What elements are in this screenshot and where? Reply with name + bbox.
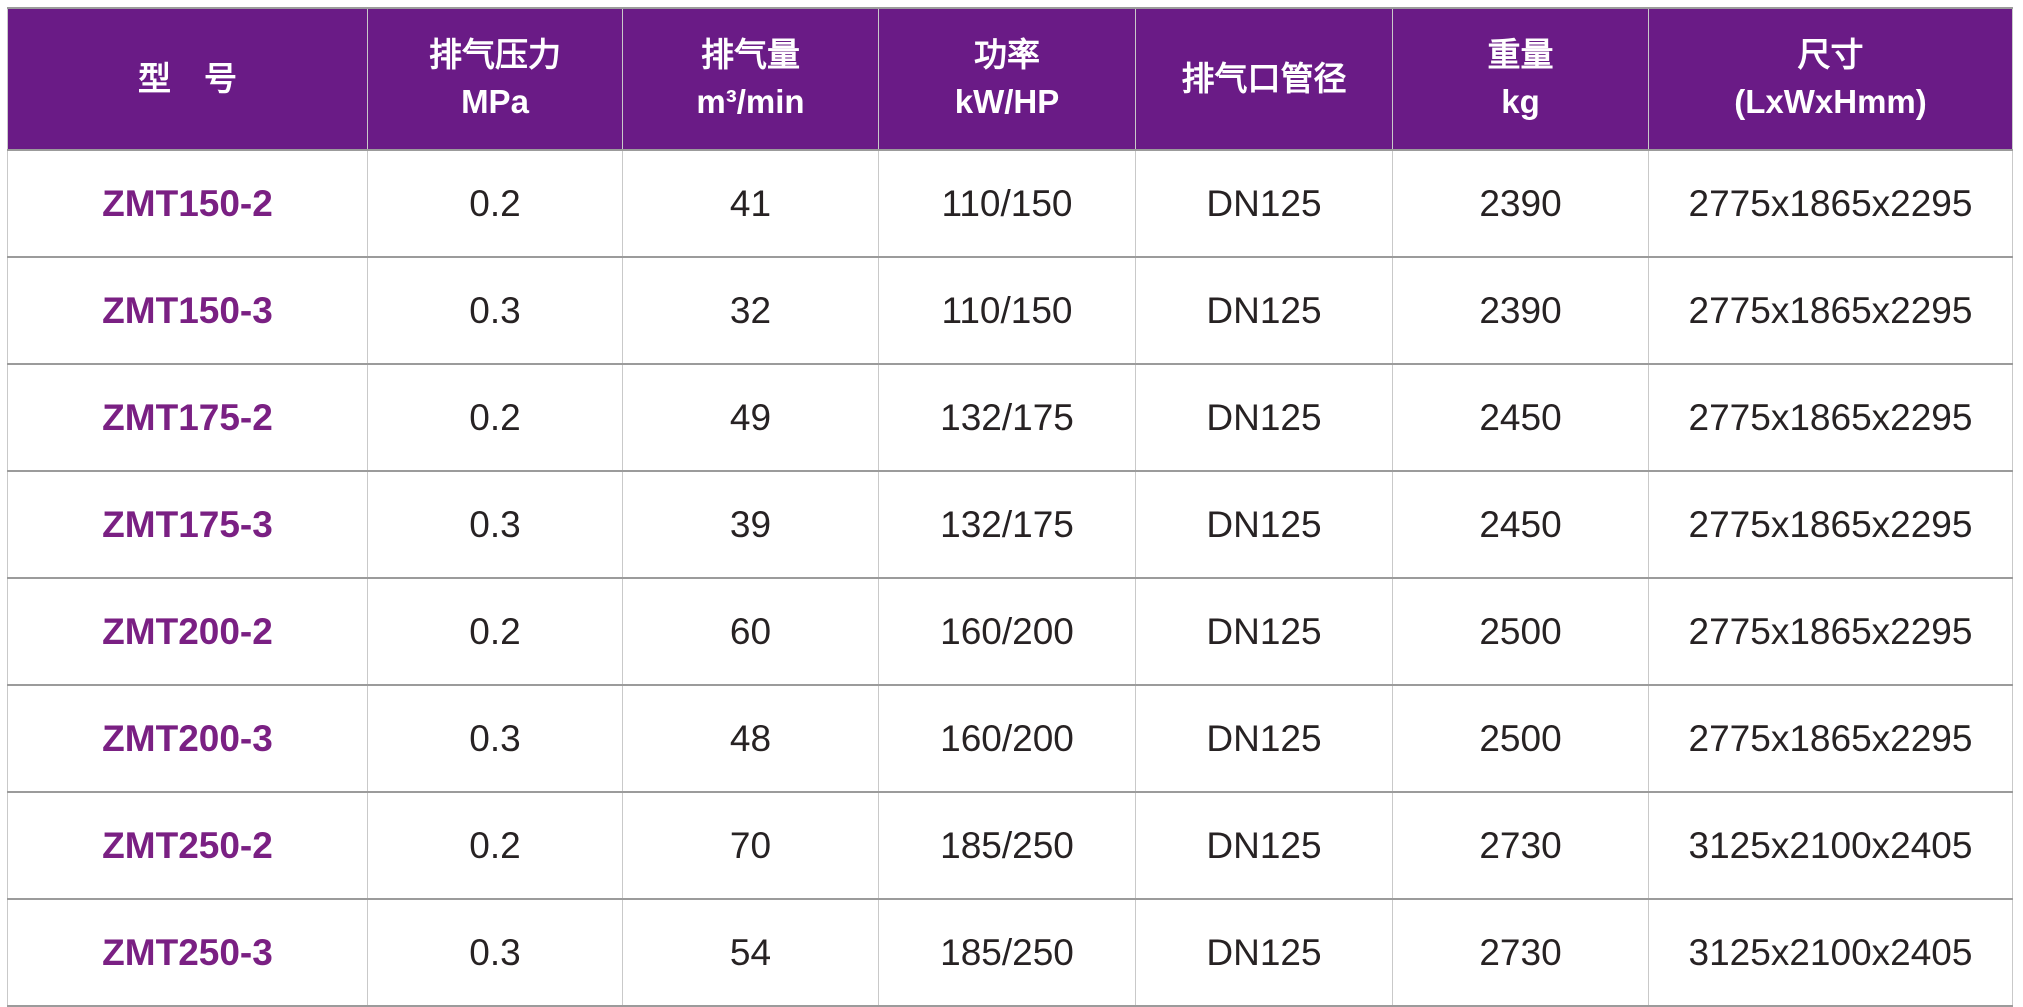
data-cell: DN125	[1135, 256, 1393, 364]
data-cell: 41	[622, 149, 879, 257]
data-cell: 132/175	[878, 363, 1136, 471]
column-header-exhaust-volume: 排气量 m³/min	[622, 8, 879, 150]
header-row: 型 号 排气压力 MPa 排气量 m³/min 功率 kW/HP 排气口管径 重量 kg 尺寸 (Lx…	[7, 8, 2013, 150]
column-header-line: (LxWxHmm)	[1734, 83, 1927, 120]
data-cell: 48	[622, 684, 879, 792]
data-cell: 0.2	[367, 791, 623, 899]
data-cell: 49	[622, 363, 879, 471]
data-cell: 2775x1865x2295	[1648, 577, 2013, 685]
table-row: ZMT200-3 0.3 48 160/200 DN125 2500 2775x1865x2…	[7, 684, 2013, 792]
data-cell: 32	[622, 256, 879, 364]
data-cell: 0.2	[367, 149, 623, 257]
data-cell: 0.3	[367, 256, 623, 364]
data-cell: 3125x2100x2405	[1648, 898, 2013, 1006]
column-header-line: 排气压力	[429, 36, 561, 74]
data-cell: 2500	[1392, 684, 1649, 792]
product-spec-table: 型 号 排气压力 MPa 排气量 m³/min 功率 kW/HP 排气口管径 重量 kg 尺寸 (Lx…	[7, 7, 2013, 1007]
data-cell: 2775x1865x2295	[1648, 470, 2013, 578]
column-header-power: 功率 kW/HP	[878, 8, 1136, 150]
table-row: ZMT250-2 0.2 70 185/250 DN125 2730 3125x2100x2…	[7, 791, 2013, 899]
model-cell: ZMT150-3	[7, 256, 368, 364]
model-cell: ZMT175-2	[7, 363, 368, 471]
data-cell: 3125x2100x2405	[1648, 791, 2013, 899]
data-cell: 2390	[1392, 149, 1649, 257]
column-header-line: 重量	[1487, 36, 1554, 74]
table-row: ZMT200-2 0.2 60 160/200 DN125 2500 2775x1865x2…	[7, 577, 2013, 685]
data-cell: 2775x1865x2295	[1648, 684, 2013, 792]
model-cell: ZMT250-2	[7, 791, 368, 899]
data-cell: 2775x1865x2295	[1648, 256, 2013, 364]
column-header-line: m³/min	[696, 83, 805, 120]
column-header-line: 功率	[974, 36, 1040, 74]
data-cell: 54	[622, 898, 879, 1006]
data-cell: 2775x1865x2295	[1648, 149, 2013, 257]
model-cell: ZMT150-2	[7, 149, 368, 257]
data-cell: 2450	[1392, 363, 1649, 471]
model-cell: ZMT175-3	[7, 470, 368, 578]
data-cell: DN125	[1135, 470, 1393, 578]
data-cell: DN125	[1135, 898, 1393, 1006]
column-header-line: 型 号	[138, 59, 237, 97]
data-cell: 2390	[1392, 256, 1649, 364]
data-cell: 2450	[1392, 470, 1649, 578]
data-cell: 2730	[1392, 791, 1649, 899]
data-cell: 0.3	[367, 470, 623, 578]
data-cell: 110/150	[878, 149, 1136, 257]
spec-table-container: 型 号 排气压力 MPa 排气量 m³/min 功率 kW/HP 排气口管径 重量 kg 尺寸 (Lx…	[7, 7, 2013, 1007]
column-header-line: 尺寸	[1797, 36, 1864, 74]
column-header-outlet-diameter: 排气口管径	[1135, 8, 1393, 150]
data-cell: 70	[622, 791, 879, 899]
data-cell: 60	[622, 577, 879, 685]
data-cell: 185/250	[878, 898, 1136, 1006]
data-cell: 160/200	[878, 684, 1136, 792]
data-cell: 160/200	[878, 577, 1136, 685]
table-row: ZMT175-3 0.3 39 132/175 DN125 2450 2775x1865x2…	[7, 470, 2013, 578]
column-header-exhaust-pressure: 排气压力 MPa	[367, 8, 623, 150]
table-row: ZMT150-2 0.2 41 110/150 DN125 2390 2775x1865x2…	[7, 149, 2013, 257]
column-header-dimensions: 尺寸 (LxWxHmm)	[1648, 8, 2013, 150]
data-cell: 0.3	[367, 684, 623, 792]
data-cell: 132/175	[878, 470, 1136, 578]
data-cell: 39	[622, 470, 879, 578]
column-header-line: kW/HP	[954, 83, 1060, 120]
data-cell: 2730	[1392, 898, 1649, 1006]
data-cell: 185/250	[878, 791, 1136, 899]
model-cell: ZMT200-3	[7, 684, 368, 792]
model-cell: ZMT200-2	[7, 577, 368, 685]
data-cell: DN125	[1135, 363, 1393, 471]
data-cell: DN125	[1135, 684, 1393, 792]
column-header-model: 型 号	[7, 8, 368, 150]
data-cell: DN125	[1135, 149, 1393, 257]
table-row: ZMT150-3 0.3 32 110/150 DN125 2390 2775x1865x2…	[7, 256, 2013, 364]
data-cell: DN125	[1135, 791, 1393, 899]
data-cell: 2500	[1392, 577, 1649, 685]
model-cell: ZMT250-3	[7, 898, 368, 1006]
data-cell: DN125	[1135, 577, 1393, 685]
column-header-line: 排气量	[701, 36, 800, 74]
data-cell: 2775x1865x2295	[1648, 363, 2013, 471]
data-cell: 0.2	[367, 363, 623, 471]
table-row: ZMT250-3 0.3 54 185/250 DN125 2730 3125x2100x2…	[7, 898, 2013, 1006]
data-cell: 110/150	[878, 256, 1136, 364]
data-cell: 0.2	[367, 577, 623, 685]
column-header-weight: 重量 kg	[1392, 8, 1649, 150]
column-header-line: kg	[1501, 83, 1540, 120]
data-cell: 0.3	[367, 898, 623, 1006]
column-header-line: MPa	[461, 83, 529, 120]
column-header-line: 排气口管径	[1181, 59, 1347, 97]
table-row: ZMT175-2 0.2 49 132/175 DN125 2450 2775x1865x2…	[7, 363, 2013, 471]
